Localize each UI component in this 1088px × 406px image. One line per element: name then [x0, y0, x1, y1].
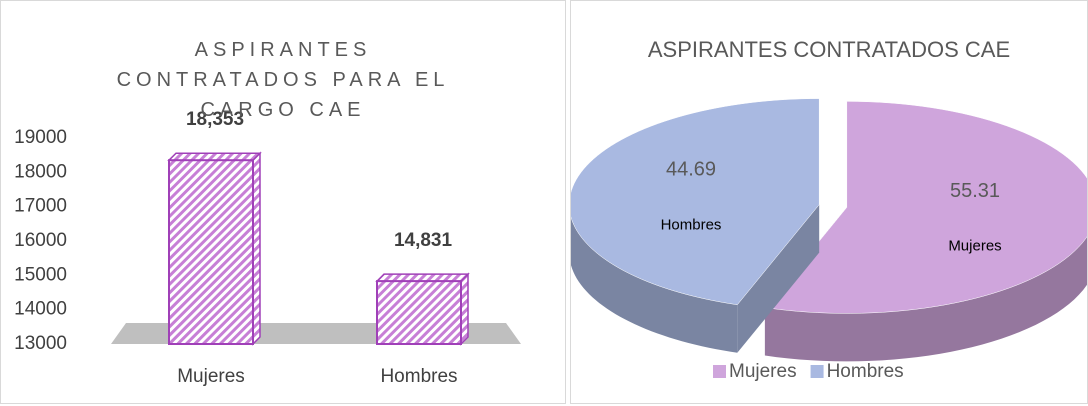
bar-side [460, 272, 469, 346]
y-tick-label: 17000 [14, 196, 67, 217]
y-tick-label: 19000 [14, 127, 67, 148]
bar-top [375, 273, 470, 282]
slice-label: Mujeres [948, 238, 1001, 255]
x-tick-label: Mujeres [177, 366, 245, 387]
legend-swatch [713, 365, 726, 378]
y-tick-label: 15000 [14, 264, 67, 285]
bar-chart: 13000 14000 15000 16000 17000 18000 19000 18,35… [14, 109, 521, 387]
pie-panel: 55.31 Mujeres 44.69 Hombres Mujeres Hombres A… [570, 0, 1088, 404]
y-tick-label: 16000 [14, 230, 67, 251]
y-tick-label: 13000 [14, 333, 67, 354]
y-tick-label: 14000 [14, 299, 67, 320]
x-tick-label: Hombres [380, 366, 457, 387]
pie-side [764, 236, 1087, 362]
bar [168, 159, 254, 345]
bar-panel: 13000 14000 15000 16000 17000 18000 19000 18,35… [0, 0, 566, 404]
slice-label: Hombres [661, 216, 722, 233]
legend-label: Mujeres [729, 361, 797, 382]
pie-cut [737, 204, 820, 353]
y-tick-label: 18000 [14, 161, 67, 182]
legend-swatch [810, 365, 824, 378]
chart-title: ASPIRANTES CONTRATADOS CAE [647, 37, 1011, 62]
bar [376, 280, 462, 346]
pie-side [571, 217, 738, 353]
data-label: 55.31 [950, 180, 1000, 202]
bar-side [252, 151, 261, 346]
legend-label: Hombres [827, 361, 904, 382]
data-label: 14,831 [394, 230, 453, 251]
pie-slice [764, 101, 1087, 314]
pie-chart: 55.31 Mujeres 44.69 Hombres Mujeres Hombres [571, 98, 1087, 382]
bar-top [167, 152, 262, 161]
data-label: 44.69 [666, 159, 716, 181]
pie-slice [571, 98, 820, 306]
chart-title: ASPIRANTES CONTRATADOS PARA EL CARGO CAE [116, 39, 450, 121]
data-label: 18,353 [186, 109, 244, 130]
